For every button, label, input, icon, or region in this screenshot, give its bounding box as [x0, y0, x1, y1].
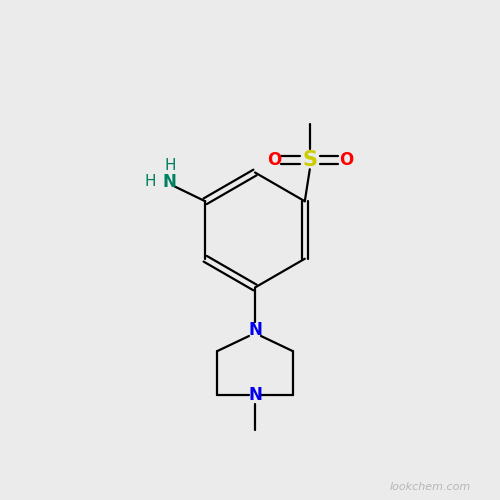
Text: O: O — [338, 151, 353, 169]
Text: N: N — [248, 321, 262, 339]
Text: H: H — [164, 158, 176, 174]
Text: O: O — [266, 151, 281, 169]
Text: H: H — [144, 174, 156, 188]
Text: N: N — [248, 386, 262, 404]
Text: lookchem.com: lookchem.com — [390, 482, 470, 492]
Text: S: S — [302, 150, 318, 170]
Text: N: N — [162, 174, 176, 191]
